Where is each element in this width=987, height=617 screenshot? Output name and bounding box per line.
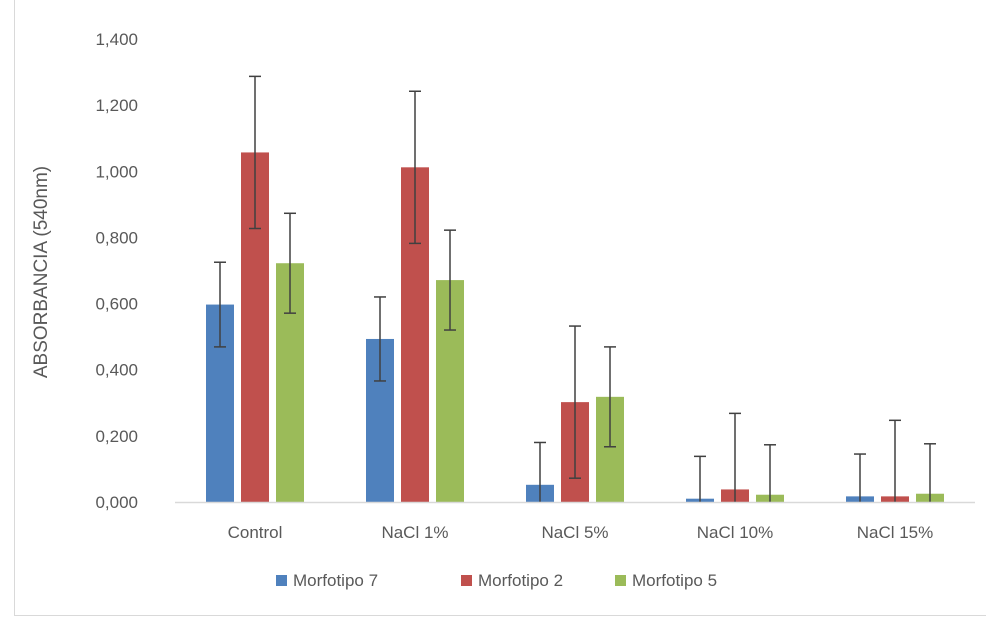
error-bar	[764, 445, 776, 502]
legend-swatch	[461, 575, 472, 586]
legend-item: Morfotipo 5	[615, 571, 717, 590]
legend-item: Morfotipo 7	[276, 571, 378, 590]
x-tick-label: Control	[228, 523, 283, 542]
y-tick-label: 0,600	[95, 295, 138, 314]
error-bar	[854, 454, 866, 502]
x-axis-ticks: Control NaCl 1% NaCl 5% NaCl 10% NaCl 15%	[228, 523, 934, 542]
x-tick-label: NaCl 1%	[381, 523, 448, 542]
error-bar	[924, 444, 936, 502]
x-tick-label: NaCl 5%	[541, 523, 608, 542]
legend-label: Morfotipo 7	[293, 571, 378, 590]
y-tick-label: 1,400	[95, 30, 138, 49]
y-tick-label: 0,400	[95, 361, 138, 380]
x-tick-label: NaCl 15%	[857, 523, 934, 542]
legend-swatch	[615, 575, 626, 586]
error-bars	[214, 76, 936, 502]
legend-item: Morfotipo 2	[461, 571, 563, 590]
y-tick-label: 1,000	[95, 162, 138, 181]
error-bar	[694, 456, 706, 502]
legend-label: Morfotipo 2	[478, 571, 563, 590]
y-tick-label: 0,000	[95, 493, 138, 512]
legend-swatch	[276, 575, 287, 586]
error-bar	[729, 413, 741, 502]
y-axis-label: ABSORBANCIA (540nm)	[31, 166, 52, 378]
legend-label: Morfotipo 5	[632, 571, 717, 590]
error-bar	[889, 420, 901, 502]
legend: Morfotipo 7 Morfotipo 2 Morfotipo 5	[276, 571, 717, 590]
y-tick-label: 1,200	[95, 96, 138, 115]
y-tick-label: 0,800	[95, 228, 138, 247]
x-tick-label: NaCl 10%	[697, 523, 774, 542]
y-tick-label: 0,200	[95, 427, 138, 446]
y-axis-ticks: 0,000 0,200 0,400 0,600 0,800 1,000 1,200 1,400	[95, 30, 138, 512]
